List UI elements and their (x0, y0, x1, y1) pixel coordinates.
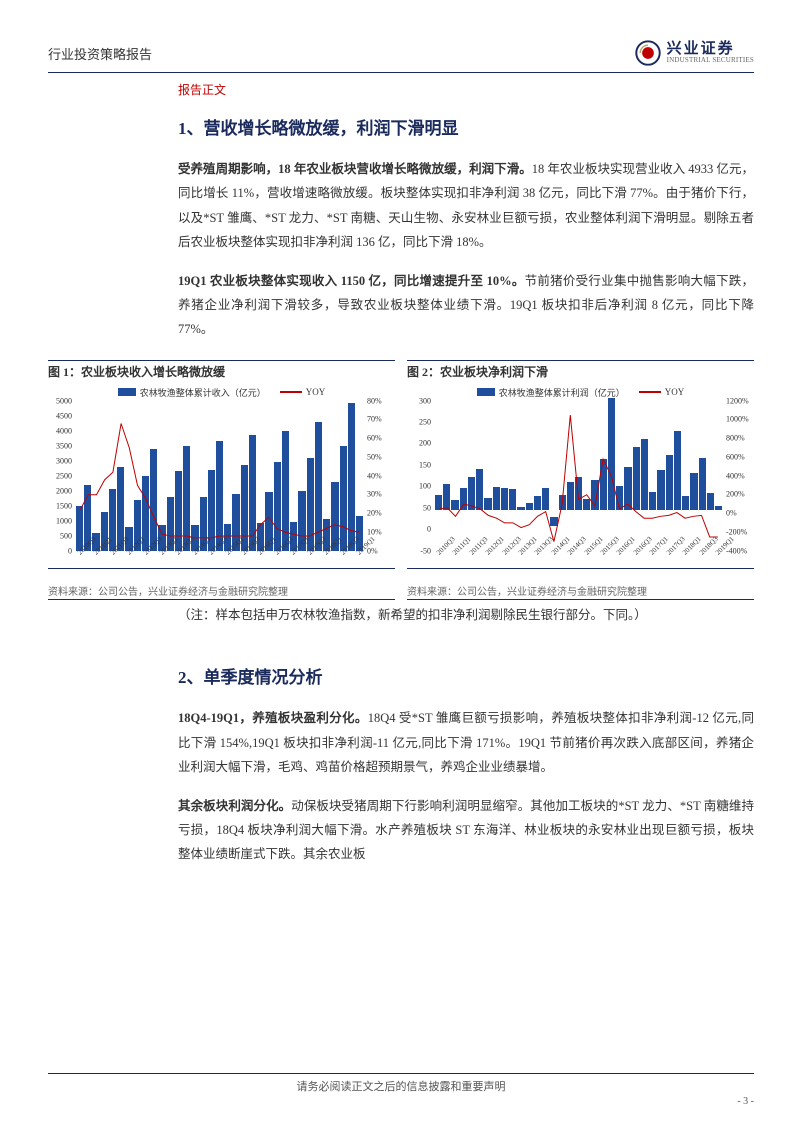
page-header: 行业投资策略报告 兴业证券 INDUSTRIAL SECURITIES (48, 40, 754, 73)
fig2-line (435, 401, 722, 551)
company-logo: 兴业证券 INDUSTRIAL SECURITIES (635, 40, 754, 66)
fig1-line (76, 401, 363, 551)
footer-text: 请务必阅读正文之后的信息披露和重要声明 (297, 1078, 506, 1094)
p2-bold: 19Q1 农业板块整体实现收入 1150 亿，同比增速提升至 10%。 (178, 274, 525, 288)
fig2-legend-line-swatch (639, 391, 661, 393)
fig1-legend-line: YOY (306, 387, 326, 397)
fig1-chart: 农林牧渔整体累计收入（亿元） YOY 050010001500200025003… (48, 384, 395, 569)
logo-cn-text: 兴业证券 (667, 41, 754, 58)
paragraph-4: 其余板块利润分化。动保板块受猪周期下行影响利润明显缩窄。其他加工板块的*ST 龙… (178, 794, 754, 867)
fig1-source: 资料来源：公司公告，兴业证券经济与金融研究院整理 (48, 583, 395, 600)
footer-page: - 3 - (737, 1096, 754, 1107)
fig2-x-axis: 2010Q32011Q12011Q32012Q12012Q32013Q12013… (435, 551, 722, 559)
figure-row: 图 1：农业板块收入增长略微放缓 农林牧渔整体累计收入（亿元） YOY 0500… (48, 360, 754, 600)
figure-note: （注：样本包括申万农林牧渔指数，新希望的扣非净利润剔除民生银行部分。下同。） (178, 604, 754, 628)
fig1-title: 图 1：农业板块收入增长略微放缓 (48, 360, 395, 380)
p4-bold: 其余板块利润分化。 (178, 799, 291, 813)
fig2-legend-bar-swatch (477, 388, 495, 396)
fig1-x-axis: 2010Q32011Q12011Q32012Q12012Q32013Q12013… (76, 551, 363, 559)
fig1-legend-bar: 农林牧渔整体累计收入（亿元） (140, 386, 266, 399)
fig2-source: 资料来源：公司公告，兴业证券经济与金融研究院整理 (407, 583, 754, 600)
section-label: 报告正文 (178, 81, 754, 98)
heading-1: 1、营收增长略微放缓，利润下滑明显 (178, 114, 754, 139)
fig2-title: 图 2：农业板块净利润下滑 (407, 360, 754, 380)
heading-2: 2、单季度情况分析 (178, 663, 754, 688)
fig1-y-left: 0500100015002000250030003500400045005000 (48, 401, 74, 551)
fig1-legend-line-swatch (280, 391, 302, 393)
fig2-legend-bar: 农林牧渔整体累计利润（亿元） (499, 386, 625, 399)
paragraph-1: 受养殖周期影响，18 年农业板块营收增长略微放缓，利润下滑。18 年农业板块实现… (178, 157, 754, 255)
paragraph-3: 18Q4-19Q1，养殖板块盈利分化。18Q4 受*ST 雏鹰巨额亏损影响，养殖… (178, 706, 754, 779)
fig2-y-left: -50050100150200250300 (407, 401, 433, 551)
paragraph-2: 19Q1 农业板块整体实现收入 1150 亿，同比增速提升至 10%。节前猪价受… (178, 269, 754, 342)
page-footer: 请务必阅读正文之后的信息披露和重要声明 - 3 - (48, 1073, 754, 1107)
fig1-y-right: 0%10%20%30%40%50%60%70%80% (365, 401, 395, 551)
p3-bold: 18Q4-19Q1，养殖板块盈利分化。 (178, 711, 368, 725)
logo-icon (635, 40, 661, 66)
header-category: 行业投资策略报告 (48, 44, 152, 63)
p1-bold: 受养殖周期影响，18 年农业板块营收增长略微放缓，利润下滑。 (178, 162, 532, 176)
logo-en-text: INDUSTRIAL SECURITIES (667, 57, 754, 65)
figure-2: 图 2：农业板块净利润下滑 农林牧渔整体累计利润（亿元） YOY -500501… (407, 360, 754, 600)
figure-1: 图 1：农业板块收入增长略微放缓 农林牧渔整体累计收入（亿元） YOY 0500… (48, 360, 395, 600)
fig2-legend-line: YOY (665, 387, 685, 397)
fig2-chart: 农林牧渔整体累计利润（亿元） YOY -50050100150200250300… (407, 384, 754, 569)
fig2-y-right: -400%-200%0%200%400%600%800%1000%1200% (724, 401, 754, 551)
fig1-legend-bar-swatch (118, 388, 136, 396)
